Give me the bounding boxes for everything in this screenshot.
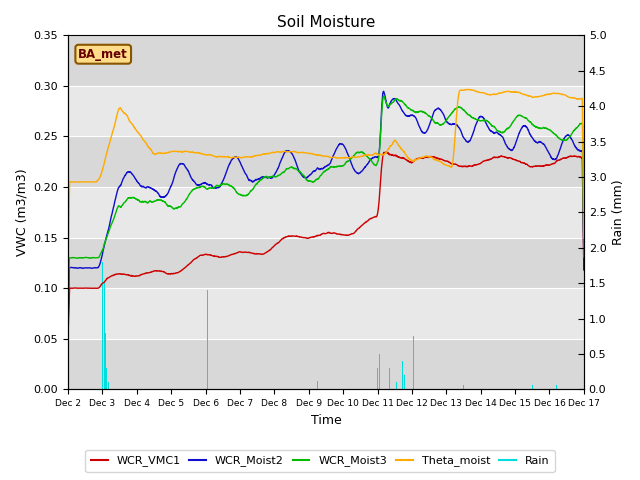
Y-axis label: VWC (m3/m3): VWC (m3/m3) [15,168,28,256]
Bar [68,136,584,187]
Bar [68,187,584,238]
Text: BA_met: BA_met [78,48,128,61]
X-axis label: Time: Time [310,414,341,427]
Bar [68,86,584,136]
Y-axis label: Rain (mm): Rain (mm) [612,180,625,245]
Bar [68,238,584,288]
Bar [68,339,584,389]
Bar [68,288,584,339]
Title: Soil Moisture: Soil Moisture [276,15,375,30]
Legend: WCR_VMC1, WCR_Moist2, WCR_Moist3, Theta_moist, Rain: WCR_VMC1, WCR_Moist2, WCR_Moist3, Theta_… [85,450,555,472]
Bar [68,36,584,86]
